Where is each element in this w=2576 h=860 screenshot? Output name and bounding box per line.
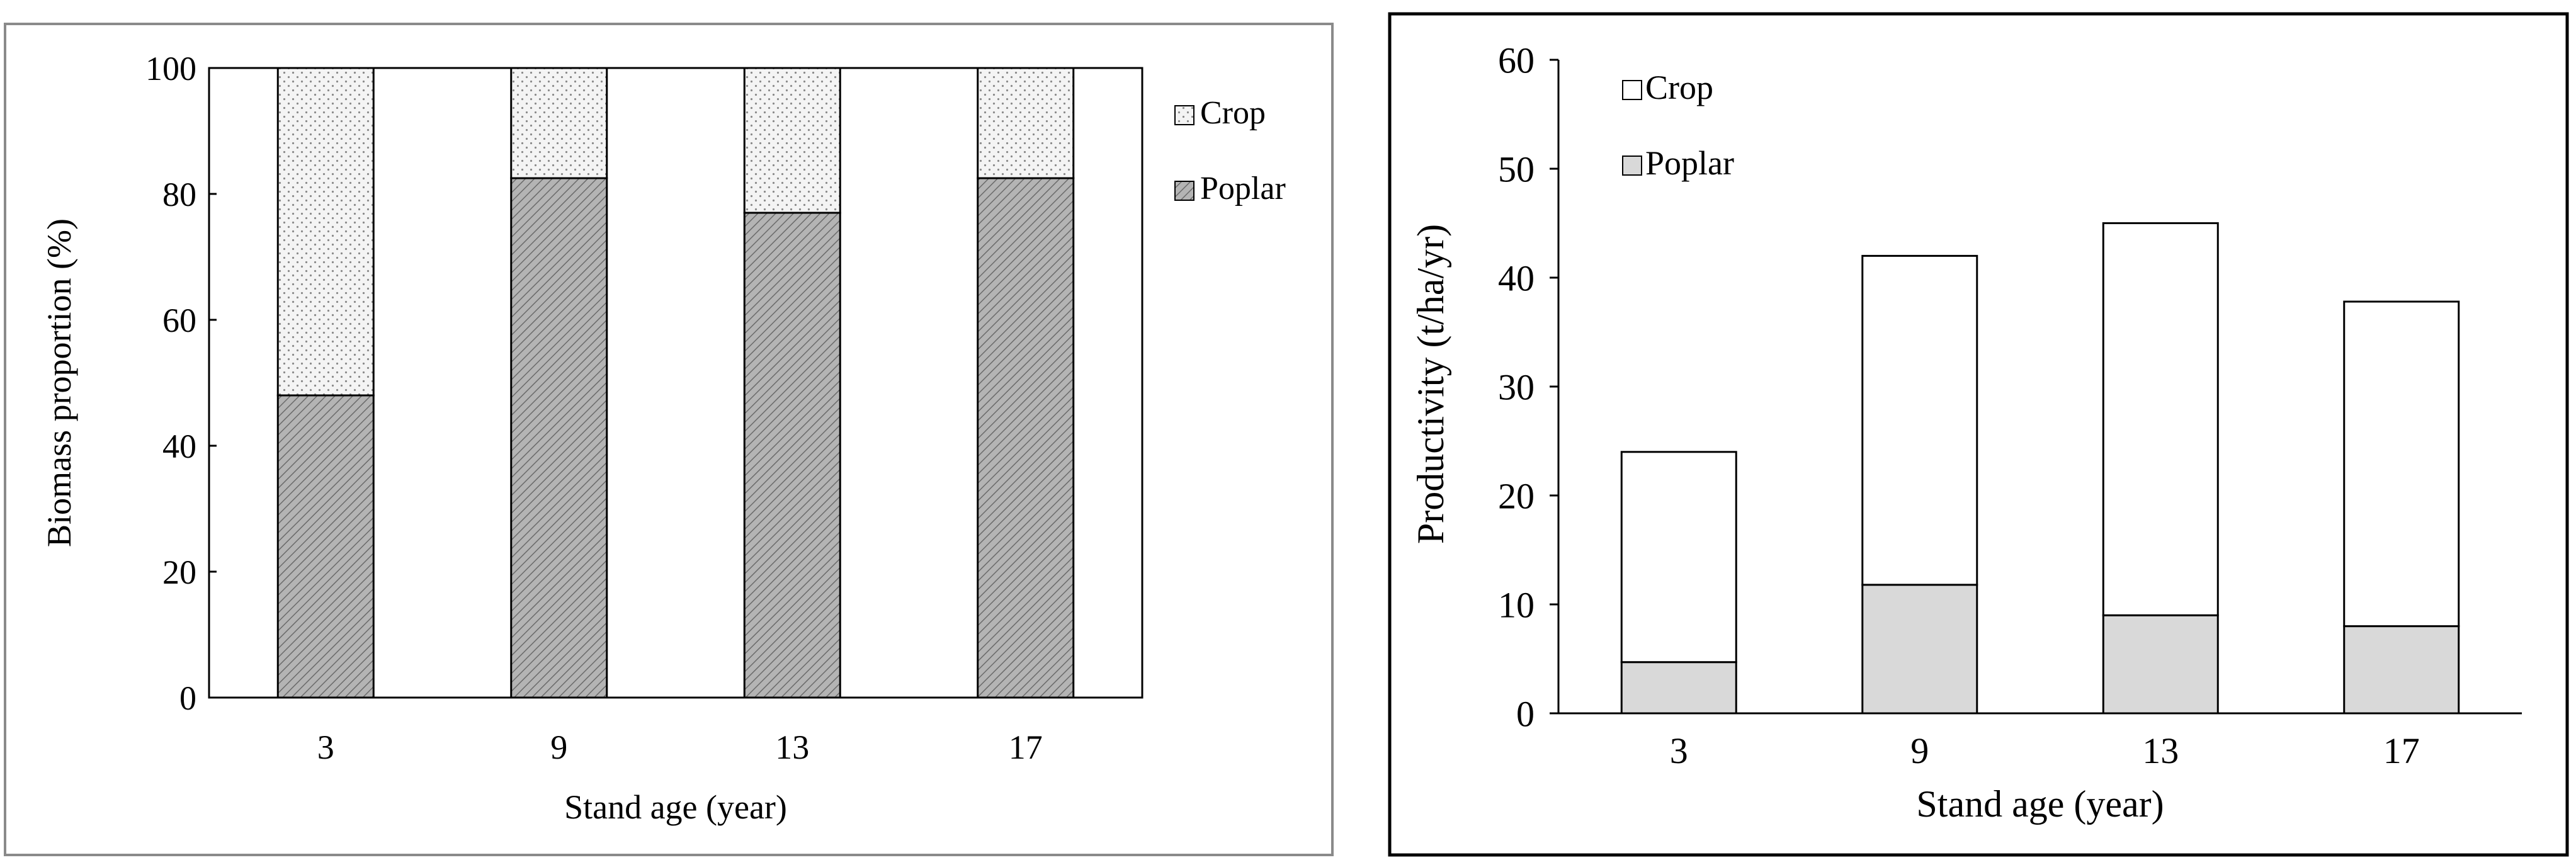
bar-poplar-17	[977, 177, 1075, 699]
bar-crop-3	[1620, 451, 1737, 664]
x-axis-label: Stand age (year)	[564, 788, 787, 826]
y-tick-label: 80	[162, 176, 196, 213]
y-tick-label: 10	[1498, 584, 1535, 625]
x-tick-label: 13	[775, 728, 809, 766]
bar-poplar-9	[510, 177, 608, 699]
y-tick-label: 0	[179, 679, 196, 717]
bar-crop-13	[743, 67, 841, 214]
plot-area	[208, 67, 1143, 699]
y-tick-label: 30	[1498, 366, 1535, 407]
x-tick-label: 17	[1009, 728, 1043, 766]
legend: Crop Poplar	[1174, 95, 1286, 207]
panel-border	[4, 23, 1334, 856]
y-axis-label: Biomass proportion (%)	[40, 218, 78, 547]
legend-swatch-poplar	[1622, 156, 1642, 176]
bar-poplar-3	[276, 394, 375, 699]
bar-crop-13	[2102, 222, 2219, 616]
y-tick-label: 40	[1498, 257, 1535, 298]
x-tick-label: 17	[2383, 730, 2420, 771]
legend-swatch-crop	[1622, 80, 1642, 100]
y-tick-label: 20	[162, 553, 196, 591]
bar-crop-9	[1861, 254, 1978, 586]
y-tick-label: 50	[1498, 149, 1535, 190]
legend-label-crop: Crop	[1645, 69, 1713, 106]
y-tick-label: 20	[1498, 475, 1535, 516]
x-tick-label: 13	[2142, 730, 2179, 771]
y-tick-label: 0	[1516, 693, 1535, 734]
legend-swatch-poplar	[1174, 181, 1194, 201]
bar-poplar-13	[2102, 614, 2219, 715]
x-tick-label: 9	[550, 728, 567, 766]
bar-poplar-9	[1861, 584, 1978, 715]
panel-productivity: 0 10 20 30 40 50 60 3 9 13 17 Stand age (year) Pr…	[1388, 12, 2569, 857]
legend: Crop Poplar	[1622, 69, 1734, 182]
x-tick-label: 3	[1670, 730, 1688, 771]
x-axis-ticks: 3 9 13 17	[1670, 730, 2420, 771]
bars	[276, 67, 1075, 699]
bars	[1620, 222, 2460, 715]
y-tick-label: 40	[162, 427, 196, 465]
y-axis-ticks: 0 20 40 60 80 100	[145, 50, 217, 717]
legend-label-crop: Crop	[1200, 95, 1266, 131]
x-tick-label: 3	[317, 728, 334, 766]
y-axis-label: Productivity (t/ha/yr)	[1410, 224, 1451, 544]
y-tick-label: 60	[162, 302, 196, 339]
bar-poplar-13	[743, 212, 841, 699]
bar-crop-9	[510, 67, 608, 179]
bar-poplar-17	[2343, 625, 2460, 715]
legend-swatch-crop	[1174, 105, 1194, 125]
y-tick-label: 60	[1498, 40, 1535, 81]
y-axis-ticks: 0 10 20 30 40 50 60	[1498, 40, 1558, 734]
y-tick-label: 100	[145, 50, 196, 88]
bar-crop-3	[276, 67, 375, 397]
bar-crop-17	[2343, 300, 2460, 628]
legend-label-poplar: Poplar	[1645, 144, 1734, 182]
x-axis-ticks: 3 9 13 17	[317, 728, 1043, 766]
bar-crop-17	[977, 67, 1075, 179]
bar-poplar-3	[1620, 661, 1737, 715]
panel-biomass-proportion: 0 20 40 60 80 100 3 9 13 17 Stand age (year) Bio…	[4, 23, 1334, 856]
legend-label-poplar: Poplar	[1200, 171, 1286, 207]
x-tick-label: 9	[1910, 730, 1929, 771]
x-axis-label: Stand age (year)	[1916, 783, 2164, 825]
